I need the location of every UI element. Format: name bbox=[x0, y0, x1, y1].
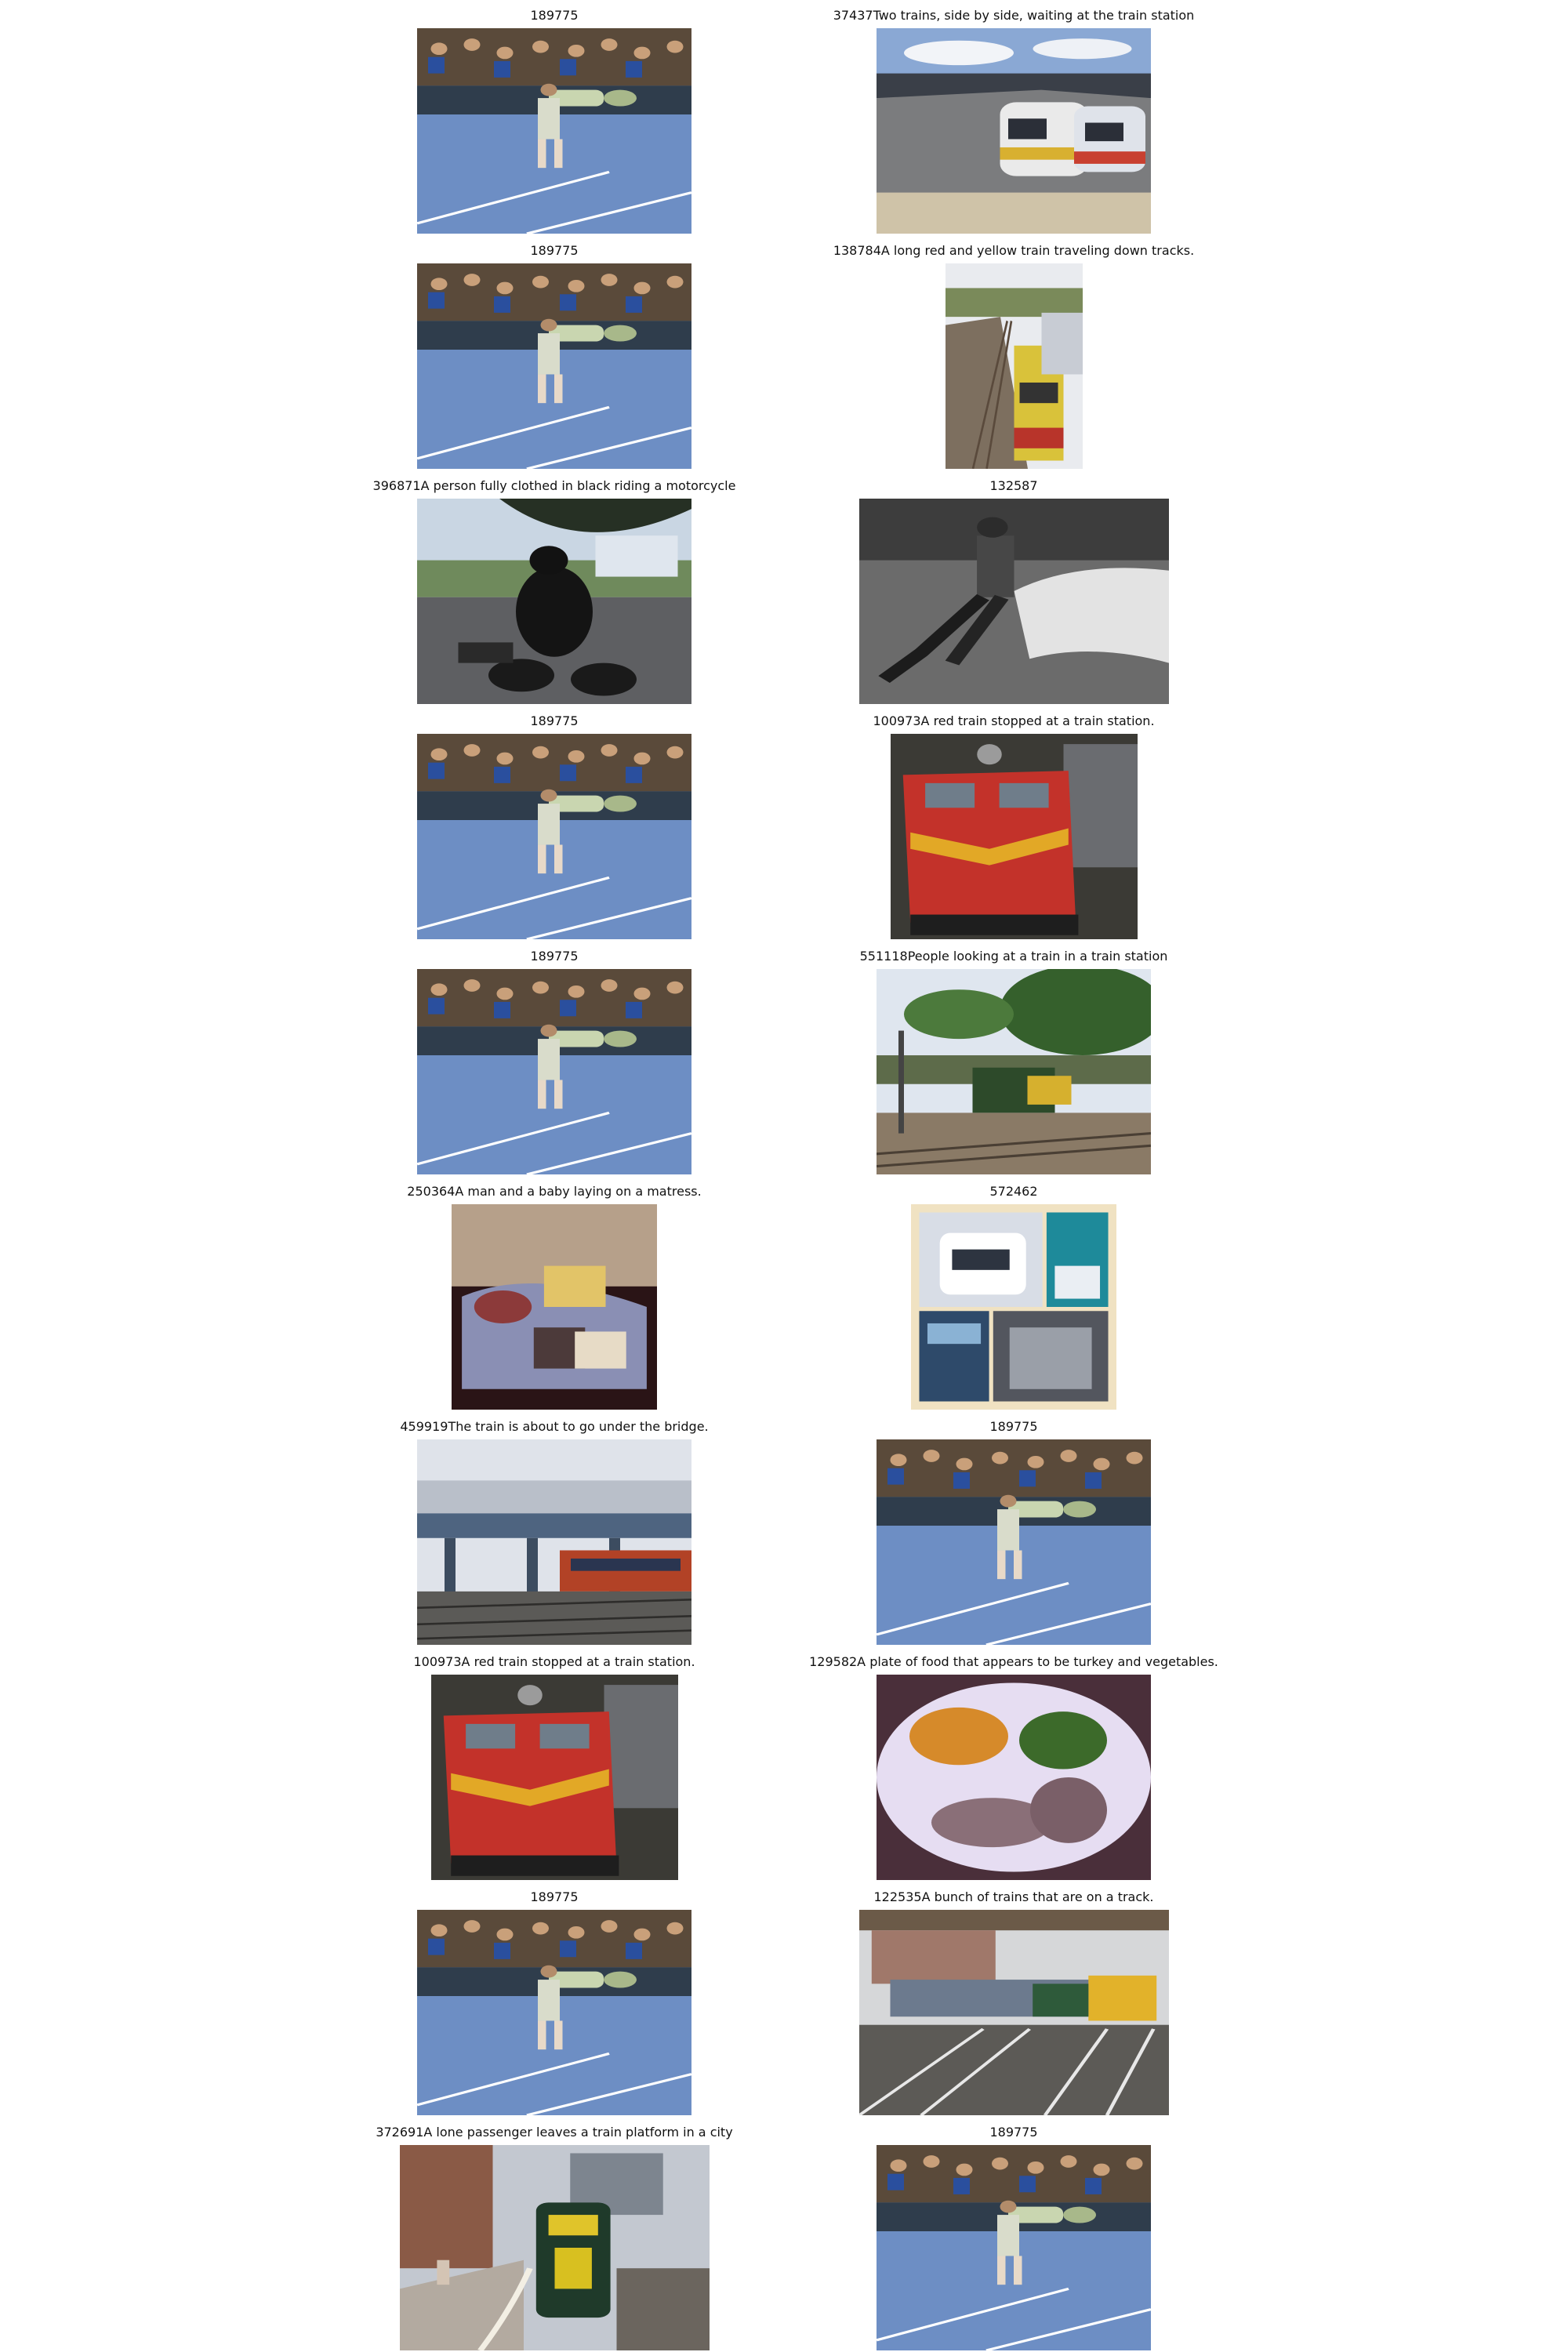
thumbnail-image bbox=[877, 1439, 1151, 1645]
thumbnail-image bbox=[417, 969, 691, 1174]
image-caption: 189775 bbox=[530, 1889, 579, 1904]
image-caption: 189775 bbox=[530, 8, 579, 23]
grid-cell: 129582A plate of food that appears to be… bbox=[739, 1646, 1288, 1882]
thumbnail-image bbox=[877, 969, 1151, 1174]
thumbnail-image bbox=[417, 734, 691, 939]
image-caption: 138784A long red and yellow train travel… bbox=[833, 243, 1195, 258]
image-caption: 572462 bbox=[989, 1184, 1038, 1199]
image-caption: 372691A lone passenger leaves a train pl… bbox=[376, 2125, 733, 2140]
grid-cell: 189775 bbox=[739, 2117, 1288, 2352]
thumbnail-image bbox=[430, 1675, 678, 1880]
image-caption: 100973A red train stopped at a train sta… bbox=[413, 1654, 695, 1669]
grid-cell: 551118People looking at a train in a tra… bbox=[739, 941, 1288, 1176]
thumbnail-image bbox=[890, 734, 1138, 939]
image-caption: 189775 bbox=[989, 1419, 1038, 1434]
grid-cell: 100973A red train stopped at a train sta… bbox=[280, 1646, 829, 1882]
image-caption: 189775 bbox=[530, 713, 579, 728]
image-caption: 37437Two trains, side by side, waiting a… bbox=[833, 8, 1195, 23]
grid-cell: 122535A bunch of trains that are on a tr… bbox=[739, 1882, 1288, 2117]
thumbnail-image bbox=[877, 2145, 1151, 2350]
image-caption: 122535A bunch of trains that are on a tr… bbox=[873, 1889, 1154, 1904]
grid-cell: 189775 bbox=[280, 235, 829, 470]
image-caption: 459919The train is about to go under the… bbox=[400, 1419, 709, 1434]
grid-cell: 459919The train is about to go under the… bbox=[280, 1411, 829, 1646]
thumbnail-image bbox=[858, 1910, 1169, 2115]
grid-cell: 100973A red train stopped at a train sta… bbox=[739, 706, 1288, 941]
image-caption: 396871A person fully clothed in black ri… bbox=[372, 478, 736, 493]
grid-cell: 396871A person fully clothed in black ri… bbox=[280, 470, 829, 706]
grid-cell: 37437Two trains, side by side, waiting a… bbox=[739, 0, 1288, 235]
thumbnail-image bbox=[417, 28, 691, 234]
thumbnail-image bbox=[877, 28, 1151, 234]
thumbnail-image bbox=[417, 1439, 691, 1645]
thumbnail-image bbox=[452, 1204, 657, 1410]
grid-cell: 572462 bbox=[739, 1176, 1288, 1411]
thumbnail-image bbox=[417, 263, 691, 469]
image-caption: 100973A red train stopped at a train sta… bbox=[873, 713, 1155, 728]
image-caption: 132587 bbox=[989, 478, 1038, 493]
image-caption: 551118People looking at a train in a tra… bbox=[859, 949, 1168, 964]
image-caption: 250364A man and a baby laying on a matre… bbox=[407, 1184, 702, 1199]
grid-cell: 189775 bbox=[739, 1411, 1288, 1646]
thumbnail-image bbox=[858, 499, 1169, 704]
grid-cell: 189775 bbox=[280, 0, 829, 235]
grid-cell: 372691A lone passenger leaves a train pl… bbox=[280, 2117, 829, 2352]
grid-cell: 138784A long red and yellow train travel… bbox=[739, 235, 1288, 470]
grid-cell: 250364A man and a baby laying on a matre… bbox=[280, 1176, 829, 1411]
image-caption: 189775 bbox=[530, 243, 579, 258]
thumbnail-image bbox=[417, 499, 691, 704]
image-caption: 189775 bbox=[989, 2125, 1038, 2140]
image-caption: 129582A plate of food that appears to be… bbox=[809, 1654, 1218, 1669]
thumbnail-image bbox=[417, 1910, 691, 2115]
grid-cell: 189775 bbox=[280, 706, 829, 941]
thumbnail-image bbox=[911, 1204, 1116, 1410]
grid-cell: 189775 bbox=[280, 941, 829, 1176]
thumbnail-image bbox=[399, 2145, 710, 2350]
image-caption: 189775 bbox=[530, 949, 579, 964]
grid-cell: 189775 bbox=[280, 1882, 829, 2117]
thumbnail-image bbox=[945, 263, 1083, 469]
thumbnail-image bbox=[877, 1675, 1151, 1880]
grid-cell: 132587 bbox=[739, 470, 1288, 706]
